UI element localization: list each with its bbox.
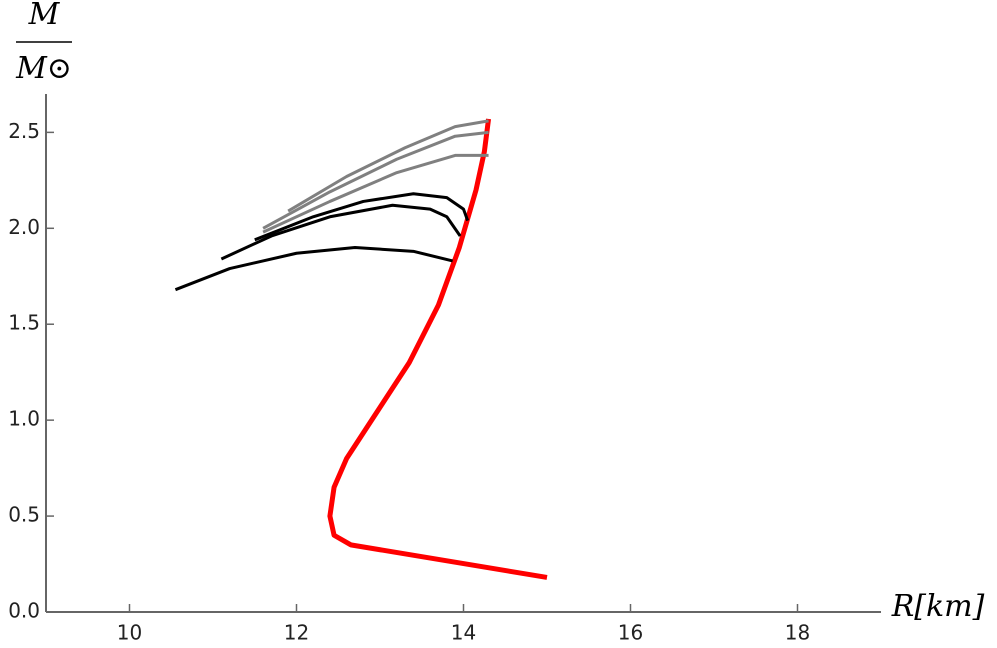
curve	[262, 130, 489, 230]
y-tick-label: 1.0	[8, 407, 40, 431]
y-tick-label: 0.0	[8, 599, 40, 623]
x-tick-label: 12	[284, 621, 309, 645]
curve	[254, 192, 470, 242]
y-tick-label: 2.0	[8, 215, 40, 239]
y-axis-label-denominator: M⊙	[15, 51, 72, 86]
y-tick-label: 0.5	[8, 503, 40, 527]
y-tick-label: 2.5	[8, 119, 40, 143]
curve	[262, 153, 489, 234]
x-tick-label: 10	[117, 621, 142, 645]
x-tick-label: 16	[618, 621, 643, 645]
x-axis-label: R[km]	[891, 589, 985, 624]
y-axis-label-numerator: M	[28, 0, 61, 32]
curve	[174, 245, 454, 292]
curve	[220, 203, 462, 261]
curve	[327, 118, 548, 580]
curve	[287, 119, 489, 213]
x-tick-label: 18	[785, 621, 810, 645]
y-tick-label: 1.5	[8, 311, 40, 335]
x-tick-label: 14	[451, 621, 476, 645]
